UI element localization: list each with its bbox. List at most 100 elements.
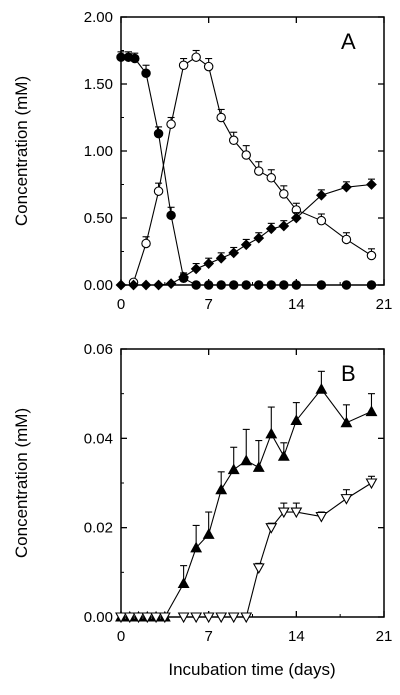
panel-a-series-0-line [121,56,372,286]
panel-a-point [191,52,201,62]
panel-a-point [203,61,214,72]
panel-a-point [216,112,226,123]
panel-a-point [215,252,227,264]
panel-a-point [178,60,189,70]
panel-b-point [315,383,328,394]
panel-b-y-tick-label: 0.02 [84,520,113,537]
panel-a-point [166,210,176,221]
panel-a-point [366,280,377,290]
panel-a-frame [120,16,385,286]
panel-a-point [254,280,264,290]
panel-a-point [203,258,215,269]
panel-a-point [241,150,251,160]
panel-a-y-tick-label: 1.50 [84,76,113,93]
panel-b-series-0-line [121,388,372,618]
panel-a-series-2 [115,178,377,291]
panel-b-label: B [341,361,356,386]
panel-b-point [290,507,303,519]
panel-b-point [190,541,203,553]
panel-a-point [253,232,265,244]
panel-a-point [266,280,277,290]
panel-a-x-tick-label: 7 [204,296,212,313]
panel-b-series-1 [115,475,378,624]
panel-a-point [130,53,140,64]
panel-b-point [265,427,278,439]
panel-b-point [177,612,190,624]
panel-b-point [240,612,253,624]
panel-b-point [190,612,203,624]
panel-a-label: A [341,29,356,54]
panel-a-y-axis-label: Concentration (mM) [12,76,31,226]
panel-b-point [290,414,303,426]
panel-b-x-tick-label: 7 [204,628,212,645]
panel-a-point [240,239,252,251]
panel-a-point [290,212,302,224]
panel-b-y-axis-label: Concentration (mM) [12,408,31,558]
panel-a-point [153,128,164,139]
panel-a-point [228,135,239,146]
panel-a-point [316,189,327,201]
panel-a-series-2-line [121,183,372,286]
panel-a-point [278,220,290,232]
panel-a-x-tick-label: 0 [117,296,125,313]
panel-a-point [153,279,164,291]
panel-a-point [316,280,327,290]
panel-b-point [141,612,154,624]
panel-b-y-tick-label: 0.04 [84,430,113,447]
panel-b-series-0 [115,370,378,622]
panel-a-point [341,181,352,193]
panel-a-point [265,223,277,235]
panel-b-point [340,494,353,505]
panel-a-point [141,68,151,79]
panel-a-point [178,271,189,283]
panel-b-x-tick-label: 21 [376,628,393,645]
panel-a-series-1-line [133,56,372,283]
panel-b-point [177,577,190,589]
panel-a-point [153,186,164,196]
panel-a-point [203,280,214,290]
panel-a-y-tick-label: 2.00 [84,9,113,26]
panel-b-point [240,454,253,466]
panel-b-x-tick-label: 0 [117,628,125,645]
panel-b-point [227,463,240,475]
panel-a-point [254,166,264,176]
panel-b-point [252,563,265,574]
panel-a-point [140,279,152,291]
panel-b-point [340,416,353,428]
panel-b-point [277,507,290,519]
panel-b-point [115,612,127,624]
panel-a-point [291,280,302,290]
panel-b: 0 7 14 21 0.00 0.02 0.04 0.06 B Concentration (… [12,341,392,645]
panel-a-point [128,279,139,291]
panel-a-point [266,173,277,183]
panel-b-point [277,450,290,461]
panel-a-point [165,278,177,290]
panel-b-y-tick-label: 0.00 [84,609,113,626]
panel-b-series [115,370,378,624]
panel-b-point [123,612,136,624]
panel-a-point [216,280,226,290]
panel-a-point [366,179,377,190]
panel-a-point [279,189,289,199]
panel-b-y-tick-label: 0.06 [84,341,113,358]
panel-a-point [115,279,127,291]
panel-b-point [132,612,145,624]
panel-b-point [158,612,171,624]
panel-b-x-tick-label: 14 [288,628,305,645]
panel-a-series-0 [116,51,377,290]
panel-a-point [341,280,352,290]
panel-a-point [191,280,201,290]
panel-b-point [365,478,378,490]
panel-a-point [341,234,352,245]
panel-b-point [265,523,278,534]
panel-b-point [315,511,328,523]
panel-b-point [365,405,378,417]
panel-b-point [252,461,265,472]
x-axis-label: Incubation time (days) [168,660,335,679]
panel-b-point [202,528,215,539]
panel-b-series-1-line [121,482,372,618]
panel-a: 0 7 14 21 0.00 0.50 1.00 1.50 2.00 A Concentrati… [12,9,392,313]
panel-a-point [190,263,202,275]
panel-b-point [150,612,163,624]
panel-a-point [241,280,251,290]
